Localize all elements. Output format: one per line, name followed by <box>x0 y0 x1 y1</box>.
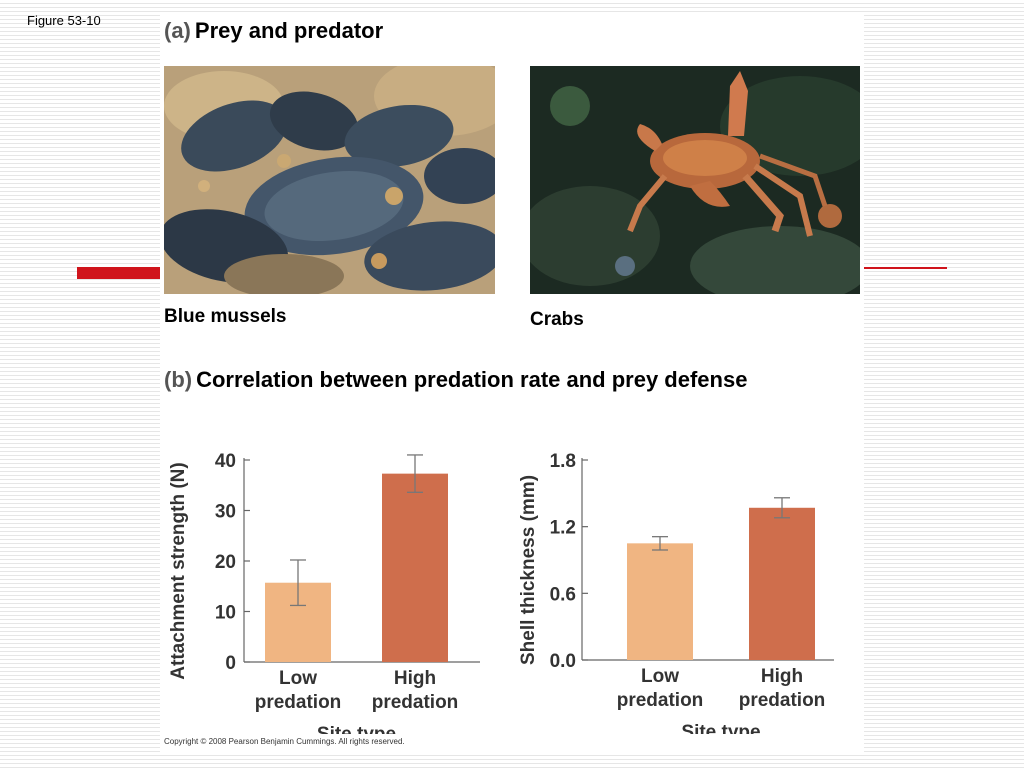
bar-high-predation <box>382 473 448 662</box>
mussel-caption: Blue mussels <box>164 306 287 327</box>
crab-caption: Crabs <box>530 309 584 330</box>
x-category-label: High <box>761 666 803 687</box>
x-category-label: predation <box>255 692 342 713</box>
copyright-notice: Copyright © 2008 Pearson Benjamin Cummin… <box>164 737 405 746</box>
figure-panel: (a) Prey and predator Blue mussels <box>160 14 864 752</box>
y-axis-title: Shell thickness (mm) <box>520 475 539 665</box>
x-category-label: Low <box>279 668 317 689</box>
shell-thickness-chart: 0.0 0.6 1.2 1.8 Low predation High predation Sit… <box>520 451 834 734</box>
panel-a-title: Prey and predator <box>194 18 384 43</box>
y-tick-label: 0.0 <box>550 651 576 672</box>
y-tick-label: 20 <box>215 552 236 573</box>
x-category-label: High <box>394 668 436 689</box>
bar-high-predation <box>749 507 815 660</box>
y-tick-label: 0.6 <box>550 584 576 605</box>
x-axis-title: Site type <box>681 722 760 734</box>
x-category-label: predation <box>739 690 826 711</box>
decorative-red-line <box>862 267 947 269</box>
figure-label: Figure 53-10 <box>27 13 101 28</box>
panel-a-letter: (a) <box>164 18 191 43</box>
y-tick-label: 1.8 <box>550 451 576 472</box>
y-tick-label: 1.2 <box>550 518 576 539</box>
bar-low-predation <box>627 543 693 660</box>
y-tick-label: 40 <box>215 451 236 472</box>
y-tick-label: 30 <box>215 502 236 523</box>
y-tick-label: 10 <box>215 603 236 624</box>
x-category-label: predation <box>372 692 459 713</box>
panel-b-letter: (b) <box>164 367 193 392</box>
crab-photo <box>530 66 860 294</box>
panel-b-heading: (b) Correlation between predation rate an… <box>164 367 747 393</box>
x-axis-title: Site type <box>317 724 396 734</box>
panel-b-title: Correlation between predation rate and p… <box>196 367 748 392</box>
attachment-strength-chart: 0 10 20 30 40 Low predation High predation Site t… <box>168 451 480 734</box>
y-axis-title: Attachment strength (N) <box>168 462 189 679</box>
y-tick-label: 0 <box>225 653 236 674</box>
panel-a-heading: (a) Prey and predator <box>164 18 383 44</box>
mussel-photo <box>164 66 495 294</box>
x-category-label: Low <box>641 666 679 687</box>
x-category-label: predation <box>617 690 704 711</box>
decorative-red-bar <box>77 267 163 279</box>
